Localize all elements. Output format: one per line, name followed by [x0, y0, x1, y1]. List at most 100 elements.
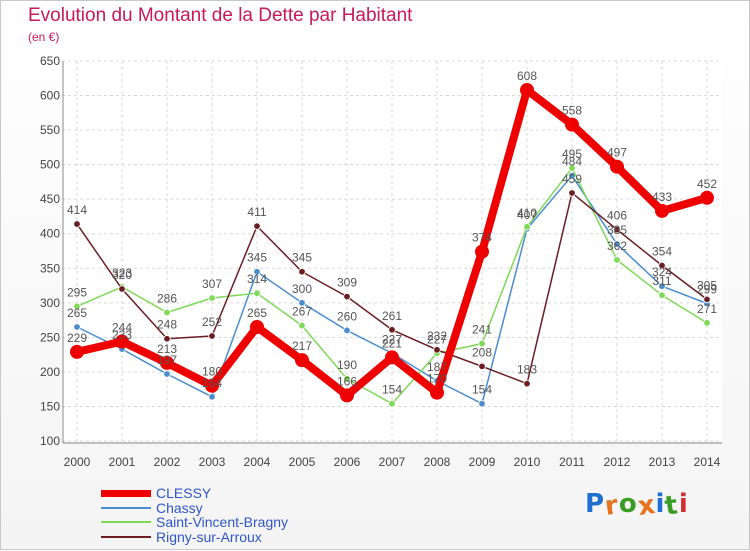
chart-title: Evolution du Montant de la Dette par Hab…: [28, 5, 413, 26]
data-point: [568, 189, 576, 197]
data-label: 227: [427, 332, 447, 346]
data-label: 345: [247, 251, 267, 265]
data-point: [298, 321, 306, 330]
y-tick-label: 350: [40, 261, 60, 275]
data-point: [703, 295, 711, 304]
data-point: [118, 285, 126, 293]
y-tick-label: 250: [40, 330, 60, 344]
data-label: 248: [157, 318, 177, 332]
y-tick-label: 400: [40, 227, 60, 241]
data-point: [73, 323, 81, 331]
data-point: [703, 319, 711, 327]
data-label: 300: [292, 282, 312, 296]
data-label: 345: [292, 251, 312, 265]
data-point: [613, 225, 621, 234]
data-label: 208: [472, 345, 492, 359]
data-label: 197: [157, 353, 177, 367]
data-label: 170: [427, 372, 447, 386]
x-tick-label: 2009: [469, 455, 496, 469]
x-tick-label: 2012: [604, 455, 631, 469]
data-label: 221: [382, 336, 402, 350]
y-tick-label: 600: [40, 89, 60, 103]
data-label: 241: [472, 323, 492, 337]
legend-label: Chassy: [156, 499, 203, 516]
x-tick-label: 2008: [424, 455, 451, 469]
x-tick-label: 2007: [379, 455, 406, 469]
data-label: 213: [157, 342, 177, 356]
data-label: 307: [202, 277, 222, 291]
data-point: [658, 261, 666, 270]
data-label: 267: [292, 305, 312, 319]
data-point: [298, 268, 306, 276]
x-tick-label: 2011: [559, 455, 585, 469]
data-point: [163, 308, 171, 317]
logo-letter: x: [635, 489, 658, 523]
data-point: [520, 83, 534, 98]
y-tick-label: 500: [40, 158, 60, 172]
data-label: 190: [337, 358, 357, 372]
data-point: [253, 268, 261, 276]
data-point: [253, 222, 261, 230]
data-point: [73, 302, 81, 310]
data-label: 180: [202, 365, 222, 379]
data-point: [430, 385, 444, 400]
data-point: [475, 244, 489, 259]
data-label: 362: [607, 239, 627, 253]
data-label: 260: [337, 309, 357, 323]
legend-swatch: [101, 506, 151, 509]
data-point: [388, 399, 396, 408]
data-label: 217: [292, 339, 312, 353]
proxiti-logo: Proxiti: [585, 489, 689, 523]
y-tick-label: 650: [40, 54, 60, 68]
x-tick-label: 2006: [334, 455, 361, 469]
data-label: 484: [562, 155, 582, 169]
data-label: 410: [517, 206, 537, 220]
legend-swatch: [101, 521, 151, 523]
data-label: 558: [562, 104, 582, 118]
data-point: [478, 339, 486, 348]
data-point: [115, 334, 129, 349]
data-label: 411: [247, 205, 266, 219]
data-point: [565, 117, 579, 132]
data-label: 233: [112, 328, 132, 342]
y-tick-label: 100: [40, 434, 60, 448]
y-tick-label: 550: [40, 123, 60, 137]
data-label: 305: [697, 278, 717, 292]
y-tick-label: 150: [40, 399, 60, 413]
data-point: [253, 289, 261, 297]
data-point: [478, 362, 486, 371]
data-point: [343, 375, 351, 383]
data-point: [208, 294, 216, 302]
data-label: 252: [202, 315, 222, 329]
data-label: 459: [562, 172, 582, 186]
logo-letter: i: [655, 489, 666, 519]
data-point: [163, 335, 171, 343]
y-tick-label: 450: [40, 192, 60, 206]
data-point: [295, 353, 309, 368]
data-point: [343, 292, 351, 301]
logo-letter: o: [618, 489, 638, 519]
data-point: [568, 164, 576, 172]
data-label: 227: [382, 332, 402, 346]
data-point: [478, 399, 486, 408]
data-label: 414: [67, 203, 87, 217]
data-label: 183: [517, 363, 537, 377]
data-label: 154: [472, 383, 492, 397]
data-label: 299: [697, 283, 717, 297]
data-point: [523, 223, 531, 231]
x-tick-label: 2014: [694, 455, 721, 469]
legend-swatch: [101, 535, 151, 538]
data-label: 311: [652, 274, 671, 288]
data-label: 187: [427, 360, 447, 374]
x-tick-label: 2002: [154, 455, 181, 469]
data-label: 495: [562, 147, 582, 161]
x-tick-label: 2000: [64, 455, 91, 469]
x-tick-label: 2003: [199, 455, 226, 469]
y-tick-label: 300: [40, 296, 60, 310]
data-label: 320: [112, 268, 132, 282]
x-tick-label: 2010: [514, 455, 541, 469]
x-tick-label: 2013: [649, 455, 676, 469]
data-point: [388, 326, 396, 334]
